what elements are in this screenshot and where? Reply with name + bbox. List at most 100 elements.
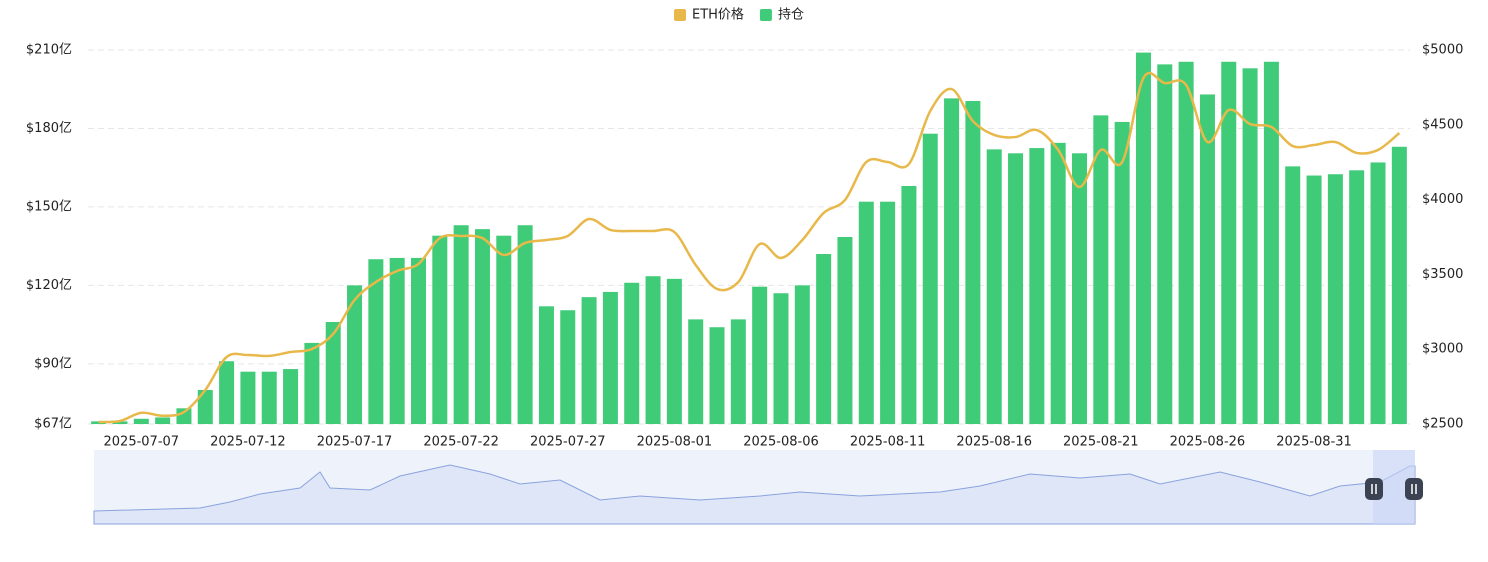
y-tick-label: $150亿 xyxy=(26,199,72,214)
y2-tick-label: $3500 xyxy=(1422,267,1463,282)
bar xyxy=(1306,175,1322,424)
bar xyxy=(901,186,917,424)
bar xyxy=(155,417,171,424)
x-tick-label: 2025-07-22 xyxy=(423,435,499,450)
bar xyxy=(1008,153,1024,425)
bar xyxy=(1285,166,1301,424)
bar xyxy=(773,293,789,424)
zoom-handle[interactable] xyxy=(1405,478,1423,500)
bar xyxy=(1263,61,1279,425)
bar xyxy=(112,421,128,424)
bar xyxy=(1029,148,1045,425)
legend-swatch xyxy=(674,9,686,21)
bar xyxy=(709,327,725,424)
y-tick-label: $120亿 xyxy=(26,278,72,293)
bar xyxy=(1199,94,1215,424)
bar xyxy=(411,257,426,424)
bar xyxy=(219,361,235,424)
bar xyxy=(922,133,938,424)
bar xyxy=(261,371,277,424)
bar xyxy=(368,259,384,424)
bar xyxy=(965,101,981,424)
y2-tick-label: $3000 xyxy=(1422,342,1463,357)
data-zoom[interactable] xyxy=(93,450,1423,525)
bar xyxy=(1221,61,1237,425)
bar xyxy=(1157,64,1173,424)
x-tick-label: 2025-08-01 xyxy=(637,435,713,450)
bar xyxy=(347,285,363,424)
bar xyxy=(944,98,960,424)
bar xyxy=(816,254,832,424)
bar xyxy=(880,201,896,424)
bar xyxy=(325,322,341,424)
bar xyxy=(517,225,533,424)
bar xyxy=(986,149,1002,424)
y2-tick-label: $5000 xyxy=(1422,43,1463,58)
bar xyxy=(389,257,405,424)
bar xyxy=(432,235,448,424)
legend-item: 持仓 xyxy=(759,8,804,23)
bar xyxy=(91,421,107,424)
zoom-handle[interactable] xyxy=(1365,478,1383,500)
bar xyxy=(1349,170,1365,424)
bar xyxy=(666,278,682,424)
bar xyxy=(837,237,853,424)
legend-label: ETH价格 xyxy=(692,7,744,23)
y-tick-label: $210亿 xyxy=(26,43,72,58)
bar xyxy=(645,276,661,424)
bar xyxy=(283,369,299,424)
x-tick-label: 2025-07-12 xyxy=(210,435,286,450)
bar xyxy=(1370,162,1386,424)
x-tick-label: 2025-07-17 xyxy=(317,435,393,450)
bar xyxy=(794,285,810,424)
legend-item: ETH价格 xyxy=(674,7,744,23)
bar xyxy=(858,201,874,424)
bar xyxy=(1135,52,1151,424)
x-tick-label: 2025-08-16 xyxy=(956,435,1032,450)
legend-label: 持仓 xyxy=(778,8,804,23)
bar xyxy=(752,286,768,424)
bar xyxy=(133,418,149,424)
bar xyxy=(1178,61,1194,425)
x-tick-label: 2025-08-11 xyxy=(850,435,926,450)
y2-tick-label: $2500 xyxy=(1422,417,1463,432)
bar xyxy=(1093,115,1109,424)
bar xyxy=(1114,121,1130,424)
bar xyxy=(688,319,704,424)
bar xyxy=(1050,142,1066,424)
bar xyxy=(624,282,640,424)
x-tick-label: 2025-08-26 xyxy=(1170,435,1246,450)
bar xyxy=(581,297,597,424)
y2-tick-label: $4000 xyxy=(1422,192,1463,207)
x-tick-label: 2025-07-27 xyxy=(530,435,606,450)
bar xyxy=(1072,153,1087,425)
price-line xyxy=(98,71,1401,424)
bar xyxy=(602,291,618,424)
bar xyxy=(560,310,576,424)
bar xyxy=(1391,146,1407,424)
bar xyxy=(453,225,469,424)
legend-swatch xyxy=(759,9,772,21)
x-tick-label: 2025-08-21 xyxy=(1063,435,1139,450)
bar xyxy=(730,319,746,424)
bar xyxy=(1242,68,1258,425)
bar xyxy=(240,371,256,424)
zoom-preview xyxy=(93,464,1416,525)
y2-tick-label: $4500 xyxy=(1422,117,1463,132)
bar xyxy=(1327,174,1343,424)
bar xyxy=(496,235,512,424)
bar xyxy=(197,390,213,424)
bar xyxy=(538,306,554,424)
bar xyxy=(176,408,192,424)
bar xyxy=(304,342,320,424)
y-tick-label: $67亿 xyxy=(34,417,72,432)
handle-grip xyxy=(1371,484,1417,494)
y-tick-label: $90亿 xyxy=(34,356,72,371)
x-tick-label: 2025-08-31 xyxy=(1276,435,1352,450)
y-tick-label: $180亿 xyxy=(26,121,72,136)
bar xyxy=(474,229,490,424)
x-tick-label: 2025-08-06 xyxy=(743,435,819,450)
x-tick-label: 2025-07-07 xyxy=(104,435,180,450)
